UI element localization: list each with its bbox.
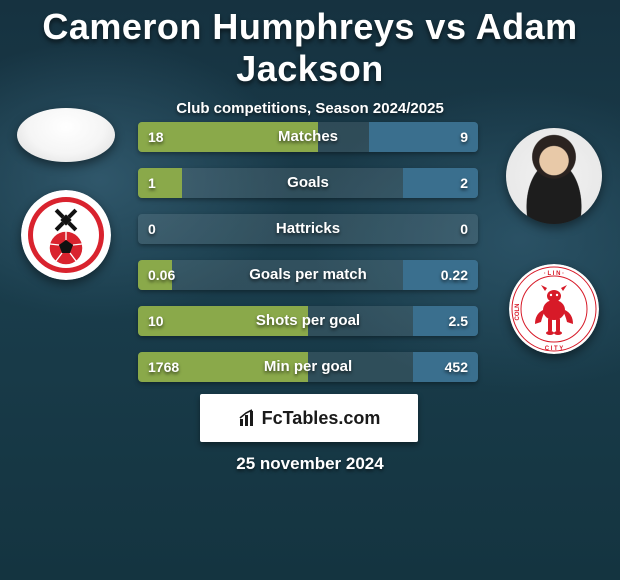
date-label: 25 november 2024 (0, 454, 620, 474)
right-player-column: · L I N · C I T Y COLN (494, 128, 614, 354)
watermark-text: FcTables.com (262, 408, 381, 429)
stat-label: Goals (138, 168, 478, 198)
left-player-column (6, 108, 126, 280)
svg-text:· L I N ·: · L I N · (544, 271, 564, 277)
chart-icon (238, 408, 258, 428)
page-title: Cameron Humphreys vs Adam Jackson (0, 0, 620, 90)
left-player-avatar (17, 108, 115, 162)
right-club-crest: · L I N · C I T Y COLN (509, 264, 599, 354)
stat-label: Goals per match (138, 260, 478, 290)
stat-label: Hattricks (138, 214, 478, 244)
watermark-box: FcTables.com (200, 394, 418, 442)
rotherham-crest-icon (21, 190, 111, 280)
left-club-crest (21, 190, 111, 280)
stat-row: 0.060.22Goals per match (138, 260, 478, 290)
content-root: Cameron Humphreys vs Adam Jackson Club c… (0, 0, 620, 580)
lincoln-crest-icon: · L I N · C I T Y COLN (509, 264, 599, 354)
watermark-label: FcTables.com (238, 408, 381, 429)
stat-row: 189Matches (138, 122, 478, 152)
stat-row: 00Hattricks (138, 214, 478, 244)
svg-text:COLN: COLN (515, 304, 521, 321)
right-player-avatar (506, 128, 602, 224)
stats-table: 189Matches 12Goals 00Hattricks 0.060.22Goal… (138, 122, 478, 398)
stat-row: 102.5Shots per goal (138, 306, 478, 336)
stat-label: Matches (138, 122, 478, 152)
stat-label: Min per goal (138, 352, 478, 382)
stat-label: Shots per goal (138, 306, 478, 336)
svg-text:C I T Y: C I T Y (545, 346, 564, 352)
stat-row: 12Goals (138, 168, 478, 198)
stat-row: 1768452Min per goal (138, 352, 478, 382)
